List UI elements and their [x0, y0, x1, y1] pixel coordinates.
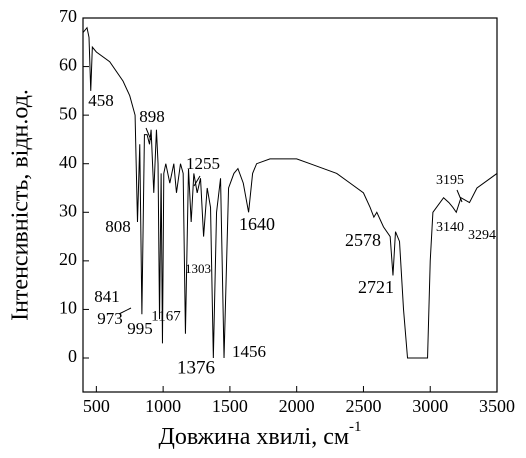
peak-label: 458	[88, 91, 114, 110]
x-tick-label: 3500	[479, 396, 515, 416]
x-tick-label: 2000	[279, 396, 315, 416]
peak-label: 2721	[358, 277, 394, 297]
arrows	[118, 127, 463, 315]
y-tick-label: 10	[59, 298, 77, 318]
peak-label: 1255	[186, 154, 220, 173]
y-axis-label: Інтенсивність, відн.од.	[8, 89, 34, 321]
peak-label: 898	[139, 107, 165, 126]
peak-label: 841	[94, 287, 120, 306]
peak-label: 995	[127, 319, 153, 338]
peak-label: 3140	[436, 220, 464, 235]
arrow	[193, 175, 201, 187]
x-axis-label: Довжина хвилі, см-1	[158, 419, 361, 449]
x-tick-label: 2500	[345, 396, 381, 416]
y-tick-label: 30	[59, 200, 77, 220]
peak-label: 973	[97, 309, 123, 328]
arrow	[118, 307, 132, 315]
y-tick-label: 70	[59, 6, 77, 26]
x-tick-label: 500	[83, 396, 110, 416]
peak-label: 1167	[151, 308, 181, 324]
x-axis-label-sup: -1	[349, 419, 362, 435]
x-tick-label: 1500	[212, 396, 248, 416]
x-axis-label-text: Довжина хвилі, см	[158, 424, 349, 450]
peak-label: 1303	[185, 261, 211, 276]
peak-label: 808	[105, 217, 131, 236]
arrow	[456, 189, 463, 203]
x-tick-label: 3000	[412, 396, 448, 416]
peak-label: 3195	[436, 173, 464, 188]
peak-label: 1456	[232, 342, 266, 361]
y-tick-label: 20	[59, 249, 77, 269]
spectrum-line	[82, 26, 498, 359]
peak-label: 1376	[177, 357, 215, 378]
y-tick-label: 0	[68, 346, 77, 366]
peak-label: 1640	[239, 214, 275, 234]
y-tick-label: 50	[59, 103, 77, 123]
plot-frame	[82, 17, 498, 393]
y-tick-label: 60	[59, 55, 77, 75]
x-tick-label: 1000	[145, 396, 181, 416]
peak-label: 3294	[468, 228, 496, 243]
y-tick-label: 40	[59, 152, 77, 172]
peak-label: 2578	[345, 230, 381, 250]
